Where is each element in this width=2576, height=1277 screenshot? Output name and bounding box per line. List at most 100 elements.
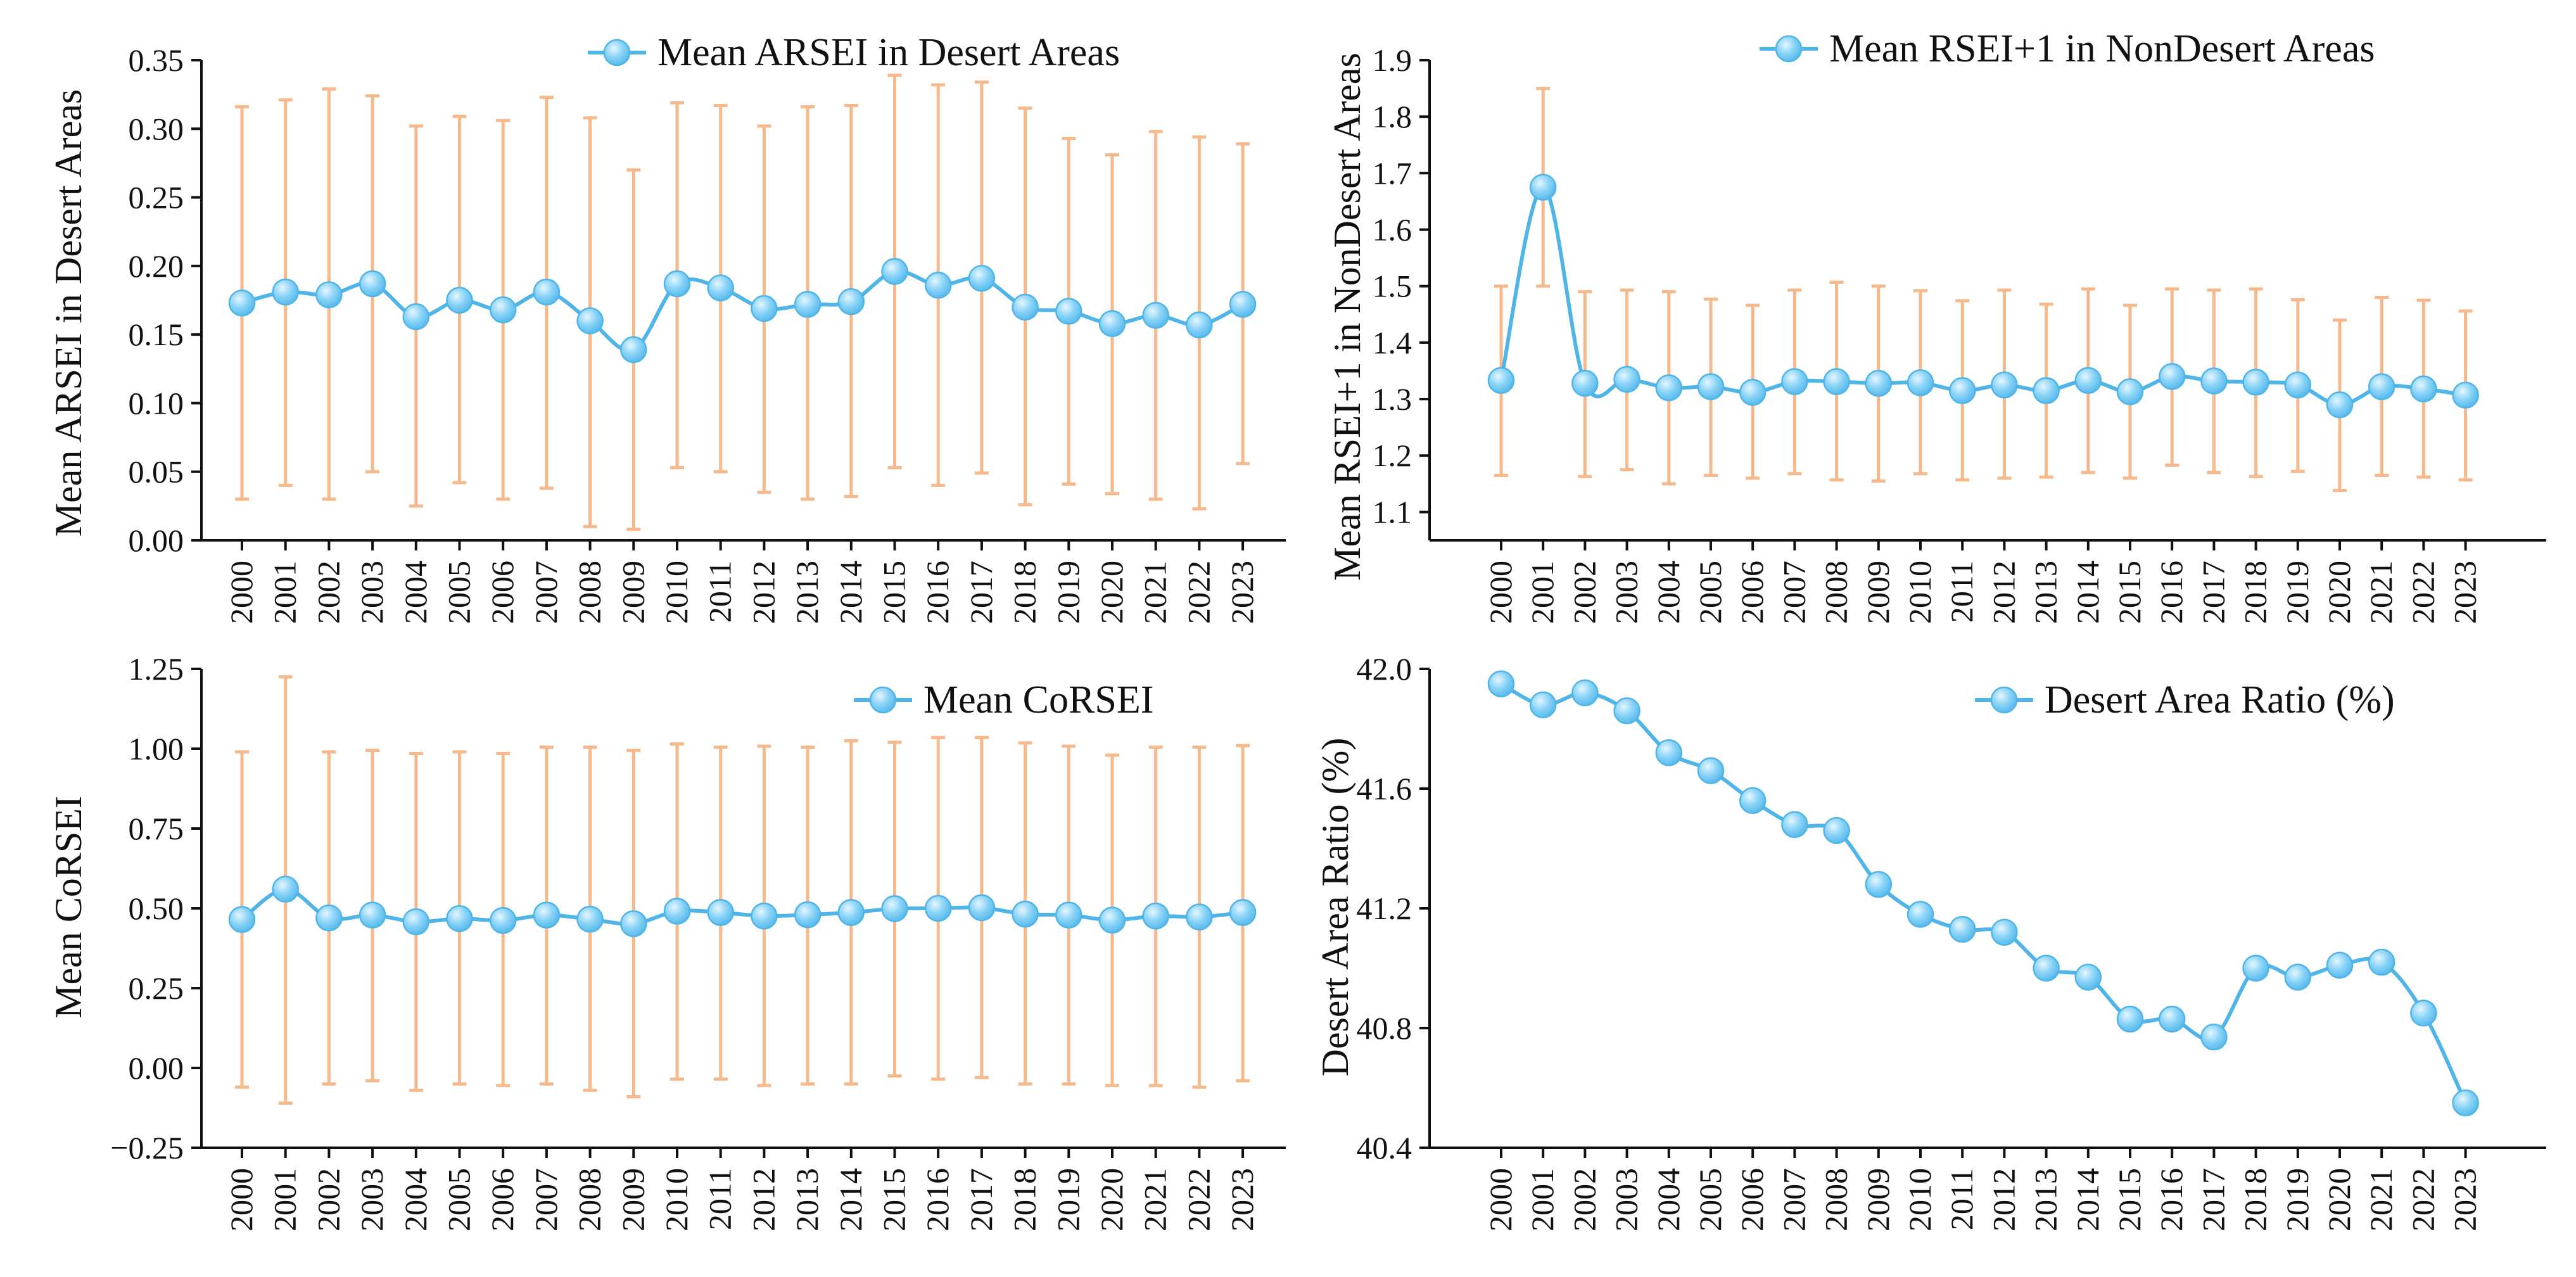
data-point-2016 [2158,1005,2186,1033]
x-tick-label: 2011 [1944,561,1979,623]
x-tick-label: 2013 [2028,1168,2064,1231]
x-tick-label: 2008 [1818,1168,1854,1231]
x-tick-label: 2000 [224,1168,259,1231]
x-tick-label: 2021 [2363,561,2399,624]
data-point-2022 [1186,311,1213,339]
x-tick-label: 2004 [398,1168,433,1231]
data-point-2011 [707,274,734,302]
y-axis-title: Mean ARSEI in Desert Areas [48,89,89,537]
data-point-2022 [1186,903,1213,931]
y-tick-label: 1.4 [1373,325,1412,360]
data-point-2008 [1823,368,1850,395]
x-tick-label: 2017 [963,561,999,624]
data-point-2013 [2033,377,2060,404]
y-tick-label: 0.25 [129,970,184,1006]
y-axis-title: Mean RSEI+1 in NonDesert Areas [1326,53,1368,581]
x-tick-label: 2022 [2405,1168,2440,1231]
x-tick-label: 2011 [702,561,738,623]
x-tick-label: 2005 [441,1168,477,1231]
x-tick-label: 2007 [528,561,564,624]
data-point-2018 [2242,955,2269,982]
data-point-2016 [2158,363,2186,390]
data-point-2002 [1571,369,1599,397]
x-tick-label: 2017 [2195,561,2231,624]
x-tick-label: 2022 [2405,561,2440,624]
x-tick-label: 2014 [833,1168,868,1231]
y-tick-label: 40.4 [1357,1130,1412,1166]
data-point-2006 [1739,787,1767,815]
x-tick-label: 2018 [2238,1168,2273,1231]
x-tick-label: 2006 [1734,1168,1770,1231]
y-axis-title: Desert Area Ratio (%) [1314,738,1356,1077]
data-point-2005 [446,286,473,314]
x-tick-label: 2016 [920,1168,955,1231]
x-tick-label: 2009 [615,561,650,624]
data-point-2011 [707,899,734,926]
x-tick-label: 2004 [398,561,433,624]
data-point-2017 [2200,1023,2228,1051]
data-point-2000 [228,289,256,317]
x-tick-label: 2022 [1181,561,1216,624]
data-point-2002 [1571,679,1599,707]
data-point-2015 [2116,378,2144,405]
legend-marker [1990,686,2018,714]
x-tick-label: 2003 [1609,561,1644,624]
data-point-2006 [1739,379,1767,406]
x-tick-label: 2016 [920,561,955,624]
data-point-2004 [1655,739,1683,766]
y-axis-title: Mean CoRSEI [48,796,89,1019]
y-tick-label: 1.5 [1373,269,1412,304]
x-tick-label: 2020 [2321,1168,2357,1231]
data-point-2021 [2368,373,2395,400]
x-tick-label: 2023 [1224,1168,1260,1231]
x-tick-label: 2004 [1651,561,1686,624]
data-point-2016 [924,271,952,299]
data-point-2005 [446,905,473,932]
x-tick-label: 2010 [1902,1168,1938,1231]
data-point-2020 [1098,310,1126,338]
x-tick-label: 2015 [877,561,912,624]
y-tick-label: 42.0 [1357,651,1412,687]
data-point-2005 [1697,373,1725,400]
y-tick-label: 40.8 [1357,1010,1412,1046]
chart-desert-area-ratio: Desert Area Ratio (%) 40.4 40.8 41.2 41.6 42… [1314,651,2546,1231]
x-tick-label: 2020 [2321,561,2357,624]
series-line [1499,185,2466,407]
x-tick-label: 2005 [441,561,477,624]
x-tick-label: 2002 [1566,561,1602,624]
data-point-2022 [2410,375,2437,403]
legend-label: Mean CoRSEI [923,678,1153,721]
data-point-2008 [1823,816,1850,844]
x-tick-label: 2019 [2280,561,2315,624]
data-point-2003 [1613,697,1640,725]
x-tick-label: 2009 [1860,1168,1896,1231]
x-tick-label: 2003 [354,1168,390,1231]
data-point-2011 [1948,377,1976,404]
data-point-2001 [1529,691,1557,718]
chart-mean-arsei-desert: Mean ARSEI in Desert Areas 0.00 0.05 0.10 0… [48,31,1286,624]
chart-mean-corsei: Mean CoRSEI −0.25 0.00 0.25 0.50 0.75 1.00 1.2… [48,651,1286,1231]
y-tick-label: 1.7 [1373,155,1412,191]
legend-marker [869,686,897,714]
y-tick-label: 0.75 [129,811,184,846]
data-point-2000 [1487,670,1515,697]
x-tick-label: 2010 [1902,561,1938,624]
x-tick-label: 2013 [789,561,825,624]
x-tick-label: 2014 [833,561,868,624]
y-tick-label: 1.9 [1373,42,1412,78]
data-point-2003 [358,901,386,929]
x-tick-label: 2007 [528,1168,564,1231]
x-tick-label: 2001 [267,1168,303,1231]
y-tick-label: 41.2 [1357,891,1412,926]
y-tick-label: 0.35 [129,42,184,78]
x-tick-label: 2006 [1734,561,1770,624]
data-point-2023 [1229,899,1257,926]
data-point-2012 [751,902,778,930]
data-point-2007 [533,901,561,929]
data-point-2000 [1487,367,1515,394]
y-tick-label: 0.20 [129,248,184,284]
x-tick-label: 2013 [789,1168,825,1231]
x-tick-label: 2004 [1651,1168,1686,1231]
x-tick-label: 2013 [2028,561,2064,624]
